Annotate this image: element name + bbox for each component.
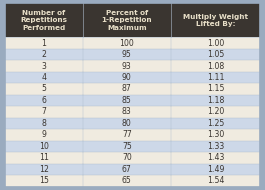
Text: Multiply Weight
Lifted By:: Multiply Weight Lifted By: [183,14,248,27]
Text: 90: 90 [122,73,132,82]
Bar [83,141,171,152]
Text: 67: 67 [122,165,132,174]
Text: 100: 100 [119,39,134,48]
Bar [5,95,83,106]
Text: 10: 10 [39,142,49,151]
Bar [171,72,260,83]
Bar [171,118,260,129]
Text: 1.15: 1.15 [207,85,224,93]
Bar [171,164,260,175]
Text: 1.54: 1.54 [207,176,224,185]
Text: 87: 87 [122,85,132,93]
Bar [171,106,260,118]
Bar [5,37,83,49]
Bar [5,118,83,129]
Bar [83,129,171,141]
Bar [83,118,171,129]
Bar [171,152,260,164]
Bar [5,72,83,83]
Text: 80: 80 [122,119,132,128]
Bar [5,106,83,118]
Text: 77: 77 [122,130,132,139]
Text: 75: 75 [122,142,132,151]
Text: 95: 95 [122,50,132,59]
Text: 1.00: 1.00 [207,39,224,48]
Text: 12: 12 [39,165,49,174]
Text: 5: 5 [41,85,46,93]
Text: 83: 83 [122,107,132,116]
Text: 1.25: 1.25 [207,119,224,128]
Text: 2: 2 [41,50,46,59]
Text: Number of
Repetitions
Performed: Number of Repetitions Performed [20,10,67,31]
Bar [171,83,260,95]
Bar [83,49,171,60]
Text: 65: 65 [122,176,132,185]
Bar [171,49,260,60]
Bar [5,49,83,60]
Text: 7: 7 [41,107,46,116]
Text: 1.30: 1.30 [207,130,224,139]
Bar [5,60,83,72]
Text: 15: 15 [39,176,49,185]
Text: 1.43: 1.43 [207,153,224,162]
Text: 70: 70 [122,153,132,162]
Text: 11: 11 [39,153,49,162]
Text: 1.33: 1.33 [207,142,224,151]
Bar [83,175,171,187]
Bar [83,3,171,37]
Bar [83,164,171,175]
Text: 3: 3 [41,62,46,70]
Bar [5,175,83,187]
Text: 1: 1 [41,39,46,48]
Bar [171,95,260,106]
Text: 93: 93 [122,62,132,70]
Text: 1.49: 1.49 [207,165,224,174]
Bar [83,72,171,83]
Bar [5,83,83,95]
Bar [83,83,171,95]
Text: 6: 6 [41,96,46,105]
Bar [5,141,83,152]
Bar [83,95,171,106]
Text: 1.18: 1.18 [207,96,224,105]
Text: 8: 8 [41,119,46,128]
Bar [171,129,260,141]
Text: 1.05: 1.05 [207,50,224,59]
Bar [171,60,260,72]
Bar [5,164,83,175]
Text: Percent of
1-Repetition
Maximum: Percent of 1-Repetition Maximum [101,10,152,31]
Text: 9: 9 [41,130,46,139]
Bar [171,141,260,152]
Bar [5,3,83,37]
Bar [83,152,171,164]
Text: 1.20: 1.20 [207,107,224,116]
Text: 85: 85 [122,96,132,105]
Bar [5,152,83,164]
Bar [83,37,171,49]
Bar [171,175,260,187]
Text: 1.11: 1.11 [207,73,224,82]
Bar [5,129,83,141]
Bar [83,106,171,118]
Text: 4: 4 [41,73,46,82]
Bar [171,37,260,49]
Bar [83,60,171,72]
Text: 1.08: 1.08 [207,62,224,70]
Bar [171,3,260,37]
